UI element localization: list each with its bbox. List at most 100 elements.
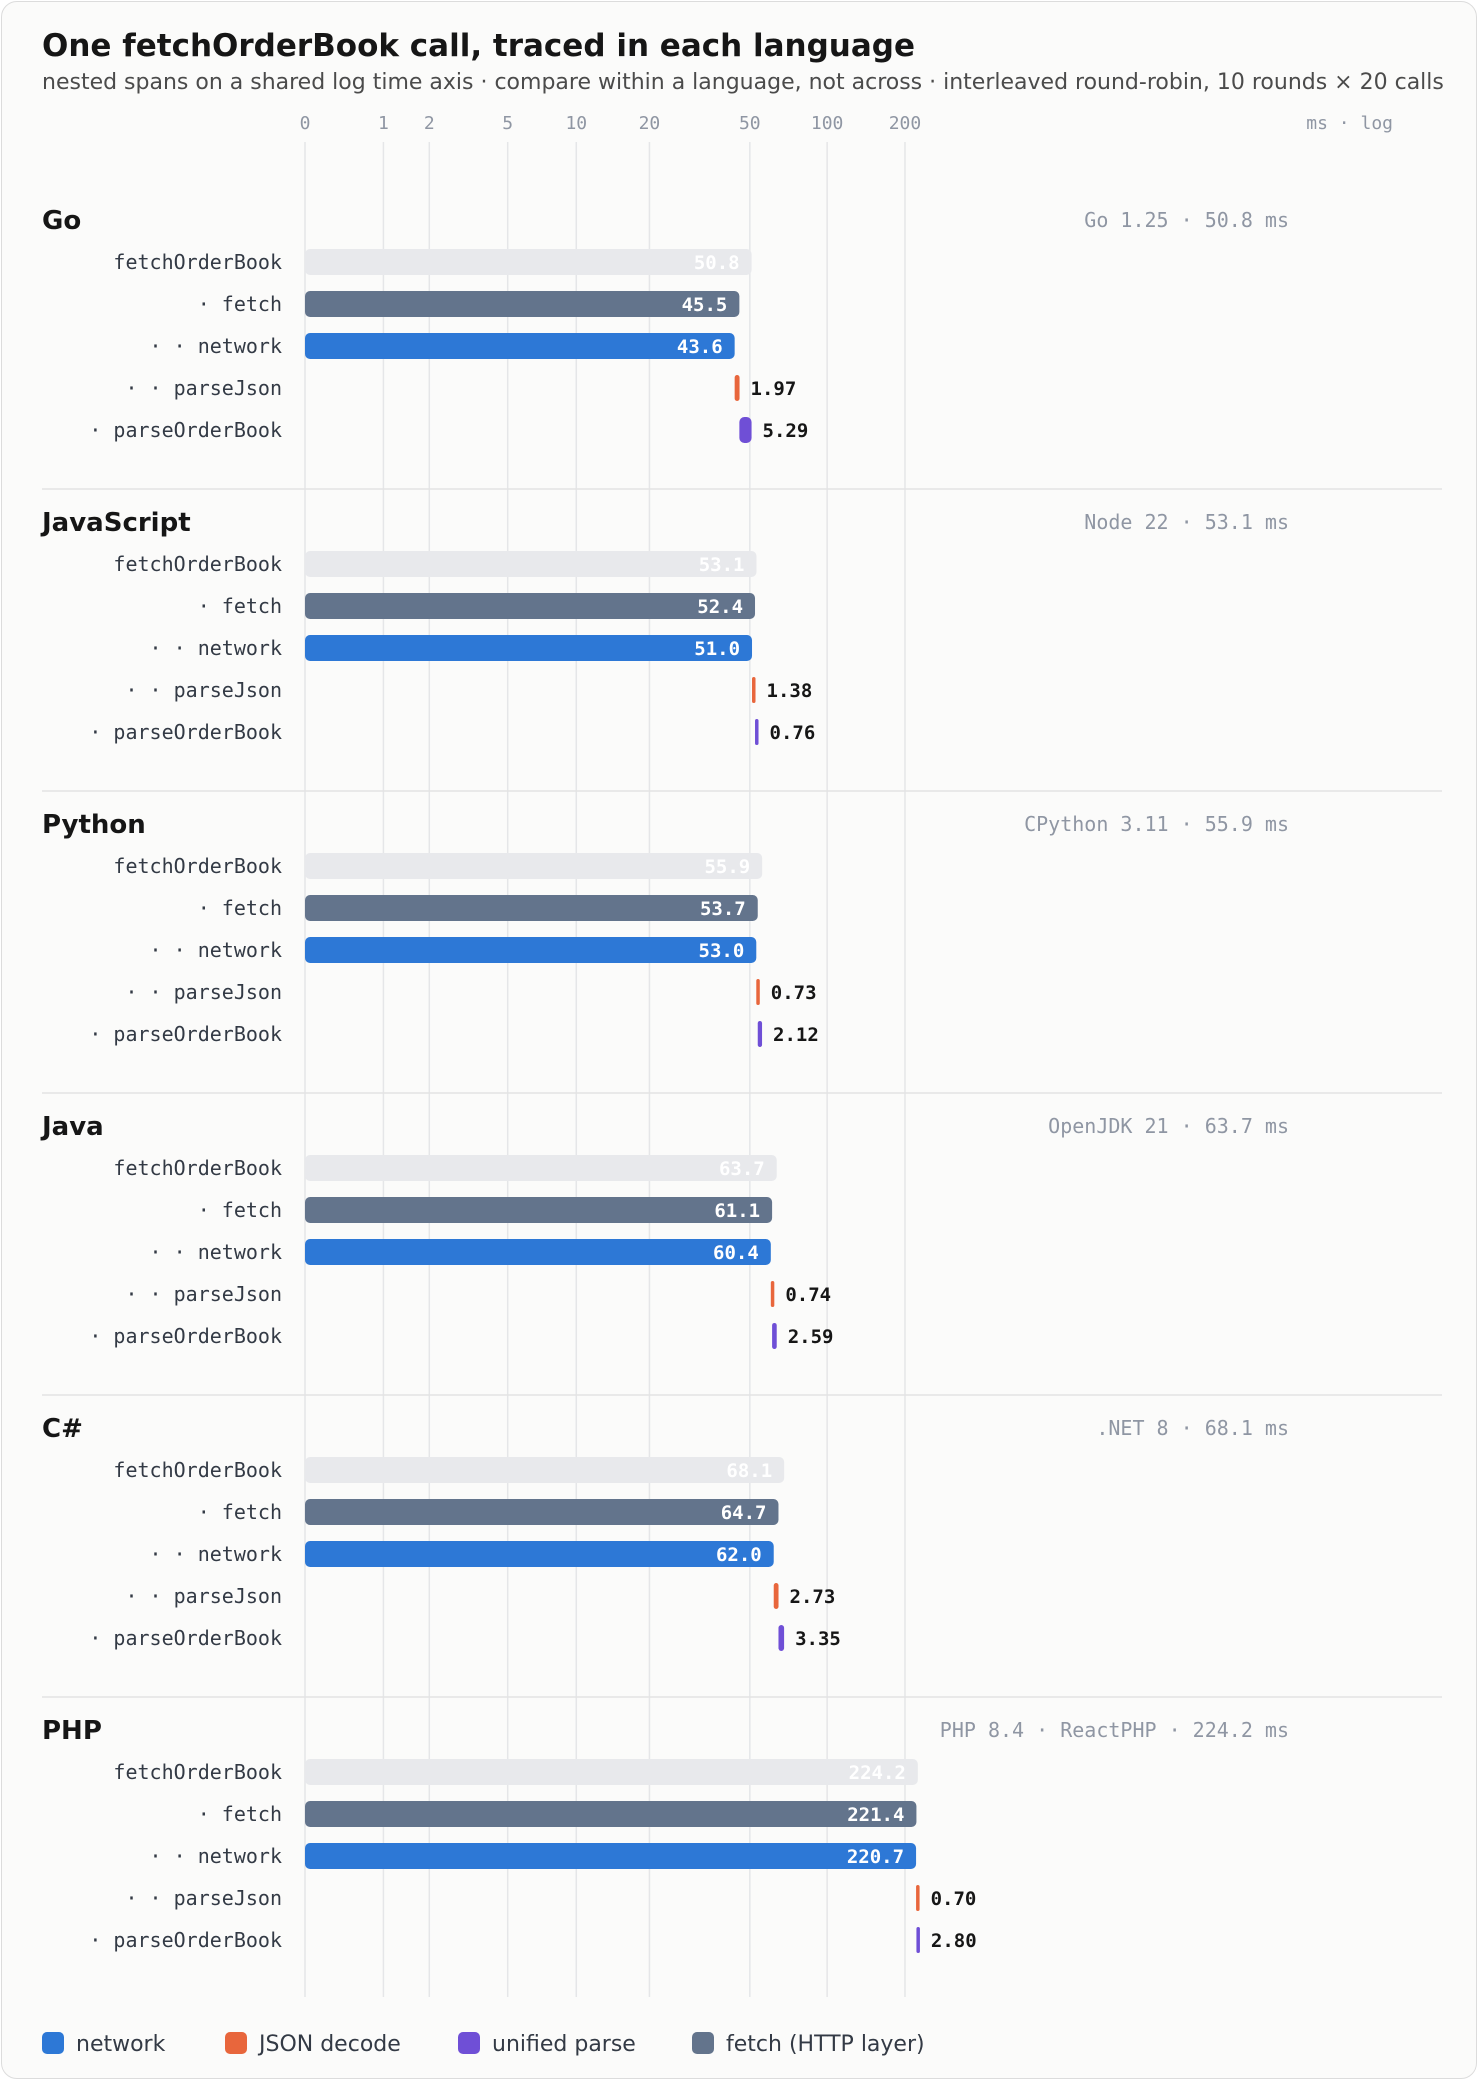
x-tick-label: 2 (424, 113, 435, 134)
value-label-fetch: 52.4 (697, 596, 743, 618)
language-name: JavaScript (40, 508, 191, 538)
runtime-label: PHP 8.4 · ReactPHP · 224.2 ms (940, 1718, 1289, 1742)
value-label-total: 53.1 (699, 554, 745, 576)
bar-network (305, 1239, 771, 1265)
value-label-parse: 2.12 (773, 1024, 819, 1046)
span-label-network: · · network (150, 334, 282, 358)
span-label-total: fetchOrderBook (113, 552, 282, 576)
bar-fetch (305, 1499, 779, 1525)
bar-json (916, 1885, 920, 1911)
bar-parse (757, 1021, 763, 1047)
value-label-fetch: 45.5 (682, 294, 728, 316)
bar-parse (739, 417, 752, 443)
runtime-label: OpenJDK 21 · 63.7 ms (1048, 1114, 1289, 1138)
bar-json (752, 677, 756, 703)
span-label-fetch: · fetch (198, 292, 282, 316)
span-label-fetch: · fetch (198, 594, 282, 618)
bar-json (734, 375, 740, 401)
span-label-network: · · network (150, 636, 282, 660)
legend-label: unified parse (492, 2032, 636, 2057)
bar-total (305, 1457, 785, 1483)
value-label-parse: 0.76 (770, 722, 816, 744)
span-label-parse: · parseOrderBook (89, 1324, 282, 1348)
value-label-fetch: 61.1 (714, 1200, 760, 1222)
value-label-network: 43.6 (677, 336, 723, 358)
bar-network (305, 1843, 917, 1869)
value-label-total: 68.1 (726, 1460, 772, 1482)
span-label-total: fetchOrderBook (113, 250, 282, 274)
language-name: Python (42, 810, 146, 840)
value-label-parse: 5.29 (763, 420, 809, 442)
span-label-parse: · parseOrderBook (89, 1626, 282, 1650)
span-label-fetch: · fetch (198, 896, 282, 920)
value-label-network: 220.7 (847, 1846, 904, 1868)
axis-unit-label: ms · log (1306, 113, 1393, 134)
legend-swatch (225, 2032, 247, 2054)
bar-parse (772, 1323, 777, 1349)
bar-parse (778, 1625, 785, 1651)
value-label-fetch: 64.7 (721, 1502, 767, 1524)
legend-swatch (458, 2032, 480, 2054)
legend-swatch (42, 2032, 64, 2054)
bar-total (305, 1155, 777, 1181)
runtime-label: CPython 3.11 · 55.9 ms (1024, 812, 1289, 836)
bar-json (770, 1281, 775, 1307)
span-label-network: · · network (150, 1240, 282, 1264)
span-label-total: fetchOrderBook (113, 854, 282, 878)
bar-fetch (305, 895, 758, 921)
value-label-parse: 3.35 (795, 1628, 841, 1650)
span-label-json: · · parseJson (125, 678, 282, 702)
bar-fetch (305, 593, 756, 619)
value-label-total: 55.9 (704, 856, 750, 878)
value-label-fetch: 221.4 (847, 1804, 904, 1826)
span-label-network: · · network (150, 938, 282, 962)
value-label-total: 63.7 (719, 1158, 765, 1180)
bar-network (305, 937, 757, 963)
value-label-fetch: 53.7 (700, 898, 746, 920)
span-label-network: · · network (150, 1844, 282, 1868)
value-label-parse: 2.80 (931, 1930, 977, 1952)
chart-subtitle: nested spans on a shared log time axis ·… (42, 70, 1444, 95)
legend-label: network (76, 2032, 166, 2057)
bar-fetch (305, 291, 740, 317)
value-label-json: 1.38 (767, 680, 813, 702)
span-label-parse: · parseOrderBook (89, 1928, 282, 1952)
runtime-label: Go 1.25 · 50.8 ms (1084, 208, 1289, 232)
x-tick-label: 200 (889, 113, 922, 134)
span-label-json: · · parseJson (125, 1584, 282, 1608)
value-label-total: 50.8 (694, 252, 740, 274)
bar-parse (755, 719, 759, 745)
value-label-json: 0.74 (785, 1284, 831, 1306)
span-label-parse: · parseOrderBook (89, 418, 282, 442)
language-name: Go (42, 206, 81, 236)
bar-network (305, 333, 735, 359)
bar-total (305, 249, 752, 275)
x-tick-label: 1 (378, 113, 389, 134)
value-label-json: 0.70 (931, 1888, 977, 1910)
legend-swatch (692, 2032, 714, 2054)
span-label-fetch: · fetch (198, 1802, 282, 1826)
span-label-network: · · network (150, 1542, 282, 1566)
span-label-json: · · parseJson (125, 980, 282, 1004)
chart-title: One fetchOrderBook call, traced in each … (42, 28, 915, 64)
span-label-json: · · parseJson (125, 1886, 282, 1910)
bar-parse (916, 1927, 920, 1953)
span-label-fetch: · fetch (198, 1198, 282, 1222)
x-tick-label: 50 (739, 113, 761, 134)
x-tick-label: 5 (502, 113, 513, 134)
language-name: PHP (42, 1716, 102, 1746)
bar-json (773, 1583, 779, 1609)
span-label-total: fetchOrderBook (113, 1156, 282, 1180)
span-label-parse: · parseOrderBook (89, 1022, 282, 1046)
value-label-json: 1.97 (751, 378, 797, 400)
runtime-label: .NET 8 · 68.1 ms (1096, 1416, 1289, 1440)
x-tick-label: 100 (811, 113, 844, 134)
language-name: C# (42, 1414, 83, 1444)
span-label-total: fetchOrderBook (113, 1458, 282, 1482)
span-label-parse: · parseOrderBook (89, 720, 282, 744)
span-label-json: · · parseJson (125, 376, 282, 400)
bar-total (305, 1759, 918, 1785)
value-label-parse: 2.59 (788, 1326, 834, 1348)
